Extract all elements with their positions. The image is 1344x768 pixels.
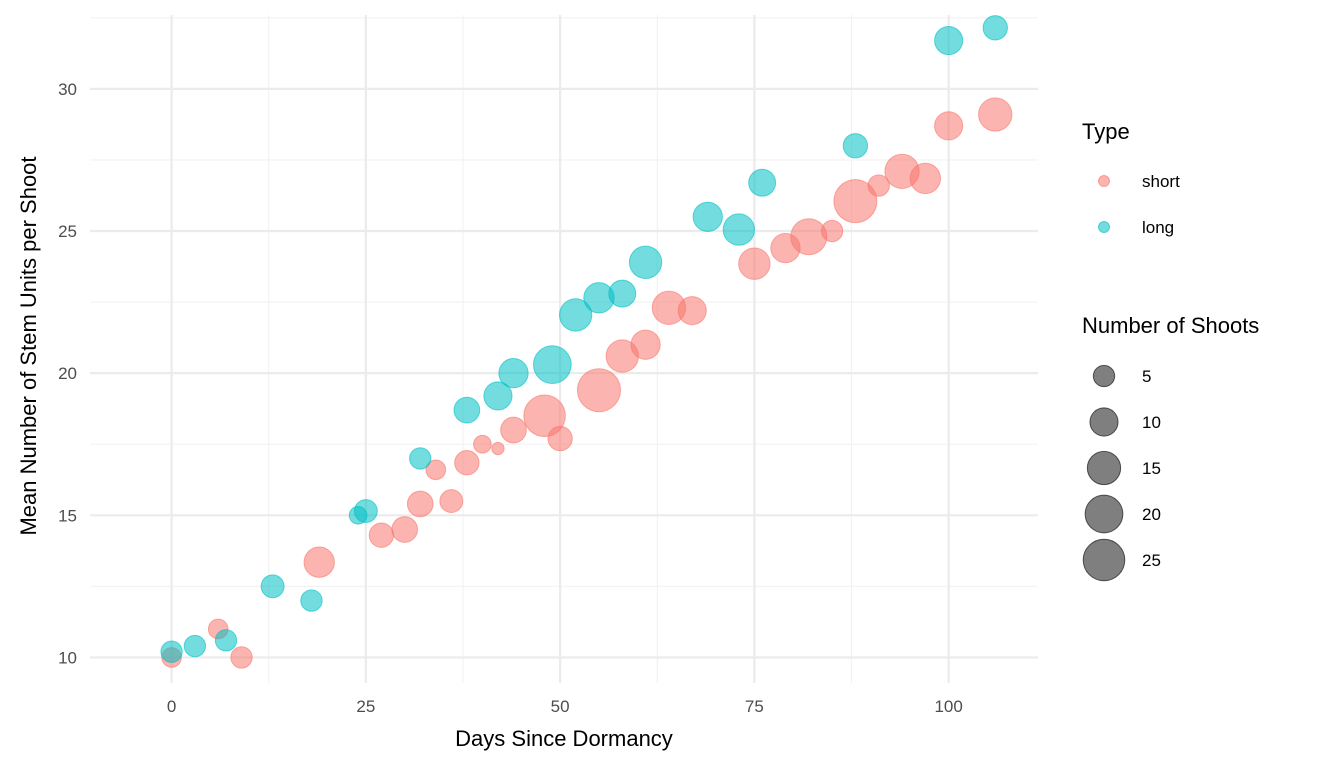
minor-grid [90,15,1038,683]
data-point-long [214,629,238,652]
legend-size-label: 25 [1142,551,1161,570]
data-point-short [833,179,878,224]
legend-size-label: 15 [1142,459,1161,478]
legend: Type short long Number of Shoots 5 10 15 20 2… [1082,119,1259,582]
data-point-short [867,174,890,197]
data-point-long [692,201,723,232]
data-point-long [160,640,183,663]
x-tick-label: 75 [745,697,764,716]
legend-title-type: Type [1082,119,1130,144]
data-point-long [353,499,378,523]
data-point-short [500,416,527,444]
data-point-short [677,296,707,326]
data-point-long [453,396,481,424]
data-point-short [406,490,434,518]
data-points [160,15,1013,669]
y-tick-label: 30 [58,80,77,99]
data-point-short [523,394,566,438]
y-axis-title: Mean Number of Stem Units per Shoot [16,156,41,535]
data-point-short [576,368,621,413]
data-point-short [454,450,480,476]
x-axis-title: Days Since Dormancy [455,726,673,751]
data-point-short [820,219,844,243]
data-point-short [978,97,1013,132]
data-point-long [842,133,869,159]
data-point-short [934,111,964,141]
data-point-short [303,546,335,578]
legend-label-long: long [1142,218,1174,237]
data-point-short [547,425,573,452]
data-point-short [425,459,447,481]
data-point-short [230,646,253,669]
legend-label-short: short [1142,172,1180,191]
data-point-long [409,447,432,470]
data-point-long [748,168,777,197]
legend-size-key [1084,494,1124,534]
legend-key-long [1098,221,1110,233]
data-point-short [368,522,395,548]
legend-key-short [1098,175,1110,187]
data-point-short [630,329,661,360]
data-point-short [909,162,941,195]
data-point-long [498,358,529,389]
legend-size-key [1082,538,1126,582]
y-axis-ticks: 10 15 20 25 30 [58,80,77,668]
data-point-long [260,574,285,599]
data-point-short [439,489,464,514]
legend-color-entries: short long [1098,172,1180,237]
legend-size-key [1089,407,1119,437]
legend-size-label: 20 [1142,505,1161,524]
legend-size-label: 5 [1142,367,1151,386]
y-tick-label: 10 [58,648,77,667]
legend-size-label: 10 [1142,413,1161,432]
x-tick-label: 100 [934,697,962,716]
x-tick-label: 25 [356,697,375,716]
x-tick-label: 50 [551,697,570,716]
data-point-long [532,345,572,384]
y-tick-label: 25 [58,222,77,241]
y-tick-label: 15 [58,506,77,525]
y-tick-label: 20 [58,364,77,383]
data-point-long [558,298,593,332]
data-point-long [982,15,1008,41]
data-point-long [934,26,964,56]
legend-size-entries: 5 10 15 20 25 [1082,364,1161,582]
x-tick-label: 0 [167,697,176,716]
data-point-short [738,247,771,280]
data-point-short [473,434,492,454]
data-point-long [183,634,207,658]
data-point-long [628,245,663,279]
legend-title-size: Number of Shoots [1082,313,1259,338]
data-point-long [483,381,513,411]
data-point-long [722,213,756,246]
data-point-short [391,516,419,543]
data-point-short [491,441,505,456]
major-grid [90,15,1038,683]
x-axis-ticks: 0 25 50 75 100 [167,697,963,716]
data-point-long [608,279,637,308]
data-point-long [300,589,323,612]
data-point-short [790,218,828,256]
legend-size-key [1092,364,1116,388]
legend-size-key [1086,450,1122,486]
